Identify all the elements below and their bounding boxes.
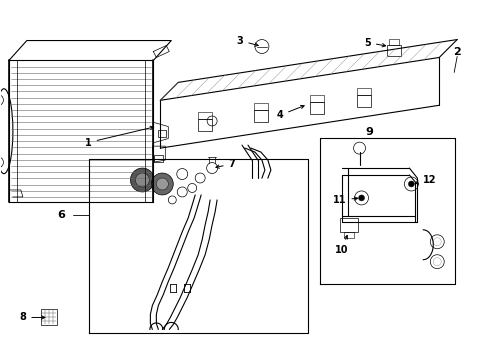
Circle shape	[151, 173, 173, 195]
Bar	[339, 218, 357, 232]
Bar	[253, 103, 267, 111]
Bar	[41, 310, 57, 325]
Text: 6: 6	[57, 210, 64, 220]
Bar	[386, 45, 401, 57]
Text: 12: 12	[414, 175, 435, 185]
Text: 4: 4	[276, 105, 304, 120]
Bar	[356, 95, 370, 107]
Text: 7: 7	[216, 159, 235, 169]
Text: 3: 3	[236, 36, 258, 46]
Bar	[198, 112, 212, 119]
Circle shape	[130, 168, 154, 192]
Bar	[356, 87, 370, 95]
Text: 5: 5	[364, 37, 385, 48]
Bar	[154, 155, 163, 162]
Text: 9: 9	[365, 127, 373, 137]
Bar	[388, 39, 399, 45]
Circle shape	[135, 173, 149, 187]
Bar	[253, 111, 267, 122]
Text: 8: 8	[20, 312, 45, 323]
Bar	[309, 102, 323, 114]
Circle shape	[358, 195, 364, 201]
Text: 1: 1	[85, 126, 153, 148]
Circle shape	[407, 181, 413, 187]
Text: 11: 11	[332, 195, 357, 205]
Circle shape	[156, 178, 168, 190]
Bar	[343, 232, 353, 238]
Text: 2: 2	[452, 48, 460, 58]
Text: 10: 10	[334, 235, 347, 255]
Bar	[198, 119, 212, 131]
Bar	[158, 130, 166, 136]
Bar	[309, 95, 323, 102]
